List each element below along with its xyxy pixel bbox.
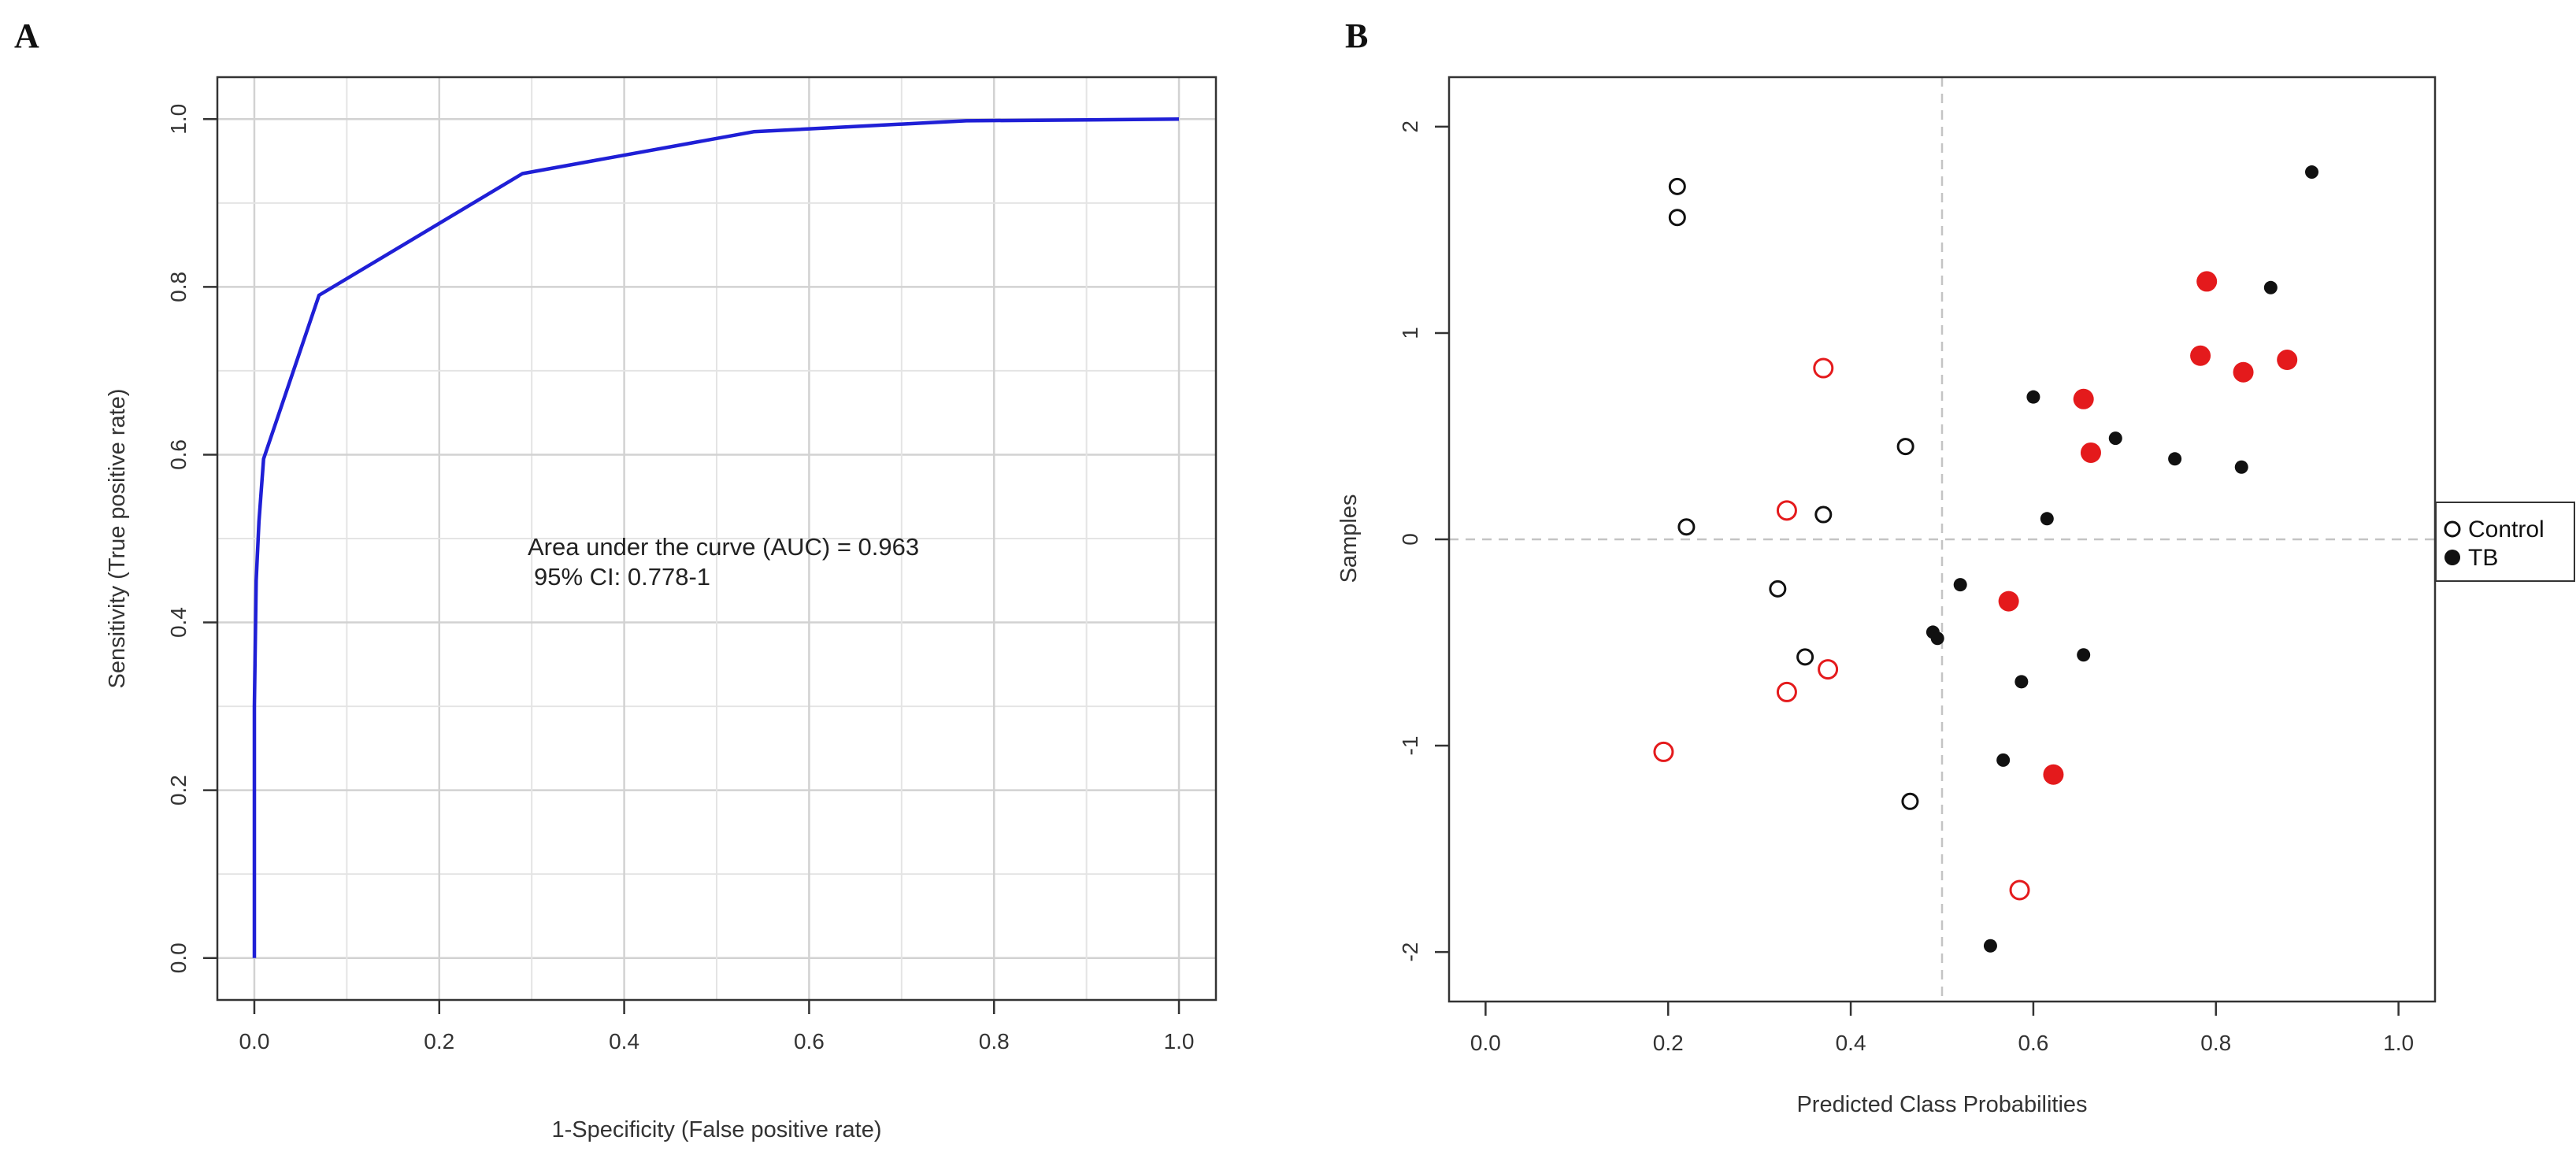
auc-annotation: Area under the curve (AUC) = 0.963	[528, 533, 919, 561]
y-tick-label: -1	[1398, 736, 1422, 756]
y-tick-label: 1.0	[166, 104, 191, 135]
y-tick-label: -2	[1398, 942, 1422, 962]
x-tick-label: 0.8	[2200, 1031, 2231, 1055]
x-tick-label: 0.6	[2018, 1031, 2048, 1055]
panel-a-roc-chart: A 0.0 0.2 0.4 0.6 0.8 1.0 0.0 0.2 0.4 0.6 0.8 1.0 A…	[14, 17, 1218, 1142]
x-tick-label: 0.2	[424, 1029, 454, 1053]
y-tick-label: 0.8	[166, 272, 191, 302]
point-tb	[1953, 578, 1967, 592]
point-control	[1796, 648, 1814, 666]
y-tick-label: 0.0	[166, 942, 191, 973]
legend-marker-tb	[2444, 550, 2460, 565]
point-control-misclassified	[1776, 500, 1797, 521]
point-control	[1677, 518, 1696, 536]
panel-b-points	[1653, 165, 2318, 953]
y-tick-label: 0.2	[166, 775, 191, 805]
point-tb	[2108, 431, 2122, 446]
point-tb	[1983, 939, 1997, 953]
panel-a-x-axis-title: 1-Specificity (False positive rate)	[551, 1117, 881, 1142]
panel-b-x-axis-title: Predicted Class Probabilities	[1796, 1092, 2087, 1117]
legend-label-control: Control	[2468, 517, 2544, 542]
x-tick-label: 0.2	[1653, 1031, 1684, 1055]
point-tb-highlighted	[2080, 442, 2101, 463]
point-tb-highlighted	[2073, 388, 2094, 409]
legend-label-tb: TB	[2468, 545, 2498, 571]
point-tb	[1996, 753, 2011, 767]
point-control	[1769, 580, 1787, 598]
point-control	[1668, 209, 1686, 227]
point-control	[1901, 792, 1919, 810]
panel-b-reference-lines	[1449, 77, 2435, 1002]
y-tick-label: 1	[1398, 327, 1422, 339]
point-control	[1814, 505, 1833, 524]
panel-b-label: B	[1345, 17, 1368, 55]
y-tick-label: 0.6	[166, 439, 191, 470]
legend-marker-control	[2444, 520, 2461, 538]
point-tb	[2077, 648, 2091, 662]
point-control	[1668, 177, 1686, 195]
y-tick-label: 0.4	[166, 607, 191, 638]
point-control-misclassified	[1813, 357, 1834, 379]
roc-curve-line	[252, 117, 1180, 958]
panel-b-ticks: 0.0 0.2 0.4 0.6 0.8 1.0 -2 -1 0 1 2	[1398, 120, 2414, 1055]
point-control-misclassified	[1776, 681, 1797, 702]
point-tb	[2305, 165, 2318, 180]
point-control	[1896, 438, 1914, 456]
legend-box	[2435, 502, 2575, 582]
point-tb	[2234, 460, 2248, 474]
panel-a-series	[252, 117, 1180, 958]
point-tb-highlighted	[2190, 345, 2211, 366]
point-tb	[1930, 631, 1944, 646]
point-tb	[2263, 280, 2278, 294]
point-tb	[2026, 390, 2040, 404]
point-tb-highlighted	[2233, 361, 2254, 383]
x-tick-label: 1.0	[1164, 1029, 1195, 1053]
ci-annotation: 95% CI: 0.778-1	[534, 563, 710, 591]
x-tick-label: 0.4	[1836, 1031, 1866, 1055]
point-tb	[2040, 512, 2054, 526]
x-tick-label: 0.0	[1470, 1031, 1501, 1055]
panel-b-scatter-chart: B 0.0 0.2 0.4 0.6 0.8 1.0 -2 -1 0 1 2 Predicted Cl…	[1336, 17, 2575, 1117]
x-tick-label: 0.0	[239, 1029, 269, 1053]
y-tick-label: 2	[1398, 120, 1422, 133]
panel-a-plot-frame	[216, 76, 1218, 1002]
x-tick-label: 0.8	[979, 1029, 1010, 1053]
legend: Control TB	[2435, 502, 2575, 582]
x-tick-label: 0.4	[609, 1029, 639, 1053]
point-tb	[2014, 675, 2029, 689]
point-tb-highlighted	[1998, 591, 2019, 612]
point-control-misclassified	[1653, 741, 1674, 762]
point-control-misclassified	[1818, 659, 1839, 680]
point-tb-highlighted	[2196, 271, 2218, 292]
point-tb-highlighted	[2043, 764, 2064, 785]
point-tb	[2168, 452, 2182, 466]
point-tb-highlighted	[2277, 350, 2298, 371]
panel-b-y-axis-title: Samples	[1336, 494, 1362, 583]
panel-a-ticks: 0.0 0.2 0.4 0.6 0.8 1.0 0.0 0.2 0.4 0.6 0.8 1.0	[166, 104, 1195, 1053]
panel-a-y-axis-title: Sensitivity (True positive rate)	[105, 389, 130, 689]
x-tick-label: 1.0	[2383, 1031, 2414, 1055]
y-tick-label: 0	[1398, 533, 1422, 546]
point-control-misclassified	[2009, 879, 2030, 901]
x-tick-label: 0.6	[794, 1029, 825, 1053]
panel-a-label: A	[14, 17, 39, 55]
